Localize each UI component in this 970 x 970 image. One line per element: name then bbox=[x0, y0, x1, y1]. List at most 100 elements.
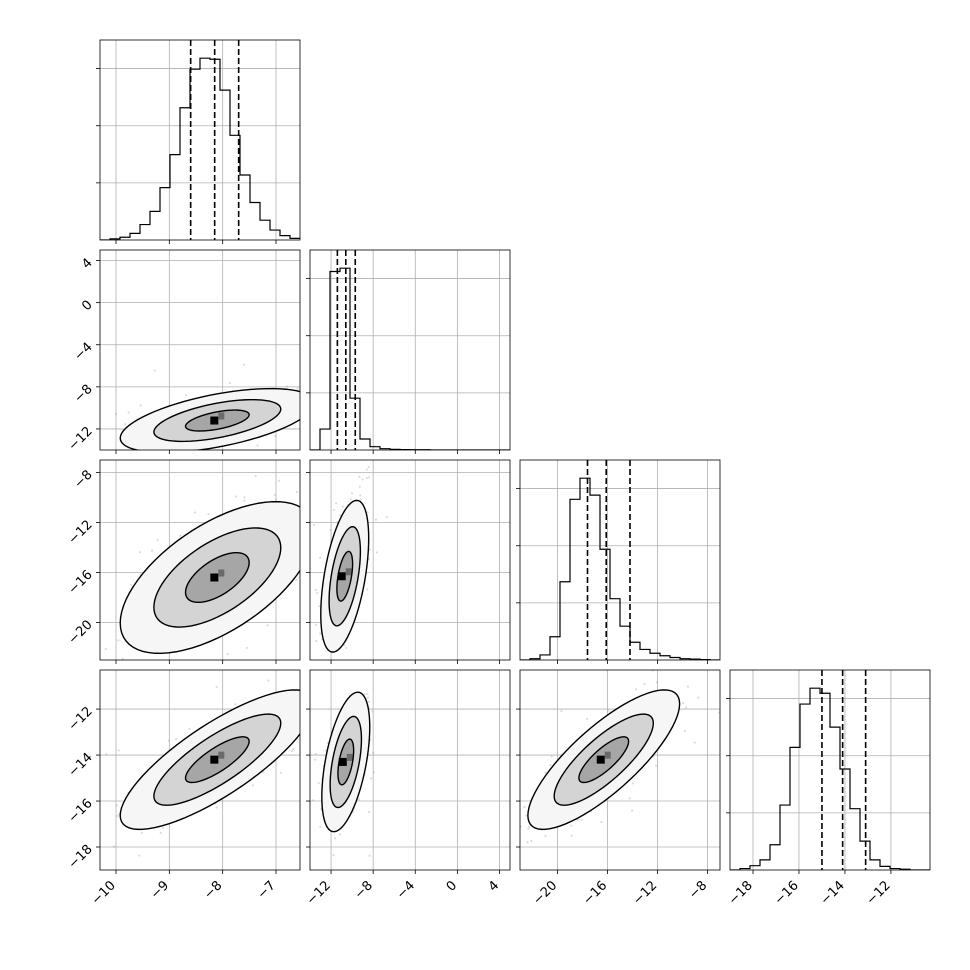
histogram-bar bbox=[850, 809, 860, 870]
contour-line bbox=[119, 500, 300, 655]
scatter-point bbox=[267, 679, 270, 682]
scatter-point bbox=[114, 412, 118, 415]
histogram-bar bbox=[650, 653, 660, 660]
histogram-bar bbox=[140, 225, 150, 240]
contour-line bbox=[184, 409, 250, 432]
scatter-point bbox=[303, 744, 305, 746]
scatter-point bbox=[312, 523, 315, 526]
scatter-point bbox=[144, 453, 146, 455]
histogram bbox=[730, 670, 930, 870]
x-tick-label: −16 bbox=[772, 878, 802, 908]
axes-frame bbox=[309, 669, 511, 871]
scatter-point bbox=[367, 465, 370, 469]
y-tick-label: −12 bbox=[66, 704, 96, 734]
scatter-point bbox=[385, 515, 388, 519]
scatter-point bbox=[234, 703, 237, 706]
scatter-point bbox=[359, 498, 362, 502]
histogram-bar bbox=[260, 220, 270, 240]
scatter-point bbox=[319, 632, 322, 635]
scatter-point bbox=[245, 646, 249, 650]
scatter-point bbox=[334, 837, 337, 840]
x-tick-label: 0 bbox=[444, 878, 460, 894]
axes-frame bbox=[99, 669, 301, 871]
histogram-bar bbox=[780, 805, 790, 870]
density-core bbox=[346, 753, 353, 761]
scatter-point bbox=[318, 378, 320, 380]
histogram-bar bbox=[790, 747, 800, 870]
y-tick-label: 0 bbox=[79, 298, 95, 314]
histogram bbox=[310, 250, 510, 450]
scatter-point bbox=[333, 508, 336, 512]
y-tick-label: −18 bbox=[66, 842, 96, 872]
scatter-point bbox=[55, 841, 57, 843]
scatter-point bbox=[352, 643, 354, 645]
scatter-point bbox=[368, 648, 370, 650]
scatter-point bbox=[274, 435, 277, 438]
y-tick-label: −20 bbox=[66, 618, 96, 648]
axes-frame bbox=[99, 39, 301, 241]
scatter-point bbox=[643, 682, 646, 685]
histogram-bar bbox=[640, 649, 650, 660]
scatter-point bbox=[228, 381, 232, 385]
scatter-point bbox=[332, 854, 335, 857]
axes-frame bbox=[729, 669, 931, 871]
histogram-bar bbox=[540, 655, 550, 660]
scatter-point bbox=[317, 513, 319, 515]
scatter-point bbox=[129, 583, 133, 586]
density-core bbox=[345, 568, 352, 576]
scatter-point bbox=[319, 539, 321, 541]
scatter-point bbox=[202, 461, 204, 463]
scatter-point bbox=[89, 695, 91, 697]
x-tick-label: −8 bbox=[201, 878, 225, 902]
scatter-point bbox=[301, 404, 303, 406]
scatter-point bbox=[314, 623, 318, 626]
scatter-point bbox=[314, 726, 316, 728]
axes-frame bbox=[99, 249, 301, 451]
scatter-point bbox=[358, 447, 360, 449]
scatter-point bbox=[652, 627, 654, 629]
scatter-point bbox=[153, 369, 156, 372]
scatter-point bbox=[375, 551, 379, 554]
scatter-point bbox=[17, 441, 19, 443]
scatter-point bbox=[343, 365, 345, 367]
histogram-panel: −18 −16 −14 −12 bbox=[726, 669, 931, 908]
axes-frame bbox=[309, 249, 511, 451]
density-panel: −20−16−12−8 bbox=[516, 627, 721, 908]
scatter-point bbox=[365, 476, 368, 480]
scatter-point bbox=[358, 798, 361, 801]
scatter-point bbox=[339, 833, 342, 836]
scatter-point bbox=[374, 518, 378, 521]
scatter-point bbox=[295, 578, 298, 581]
scatter-point bbox=[292, 747, 295, 751]
x-tick-label: −10 bbox=[89, 878, 119, 908]
scatter-point bbox=[366, 692, 369, 696]
histogram-bar bbox=[560, 582, 570, 660]
x-tick-label: −12 bbox=[864, 878, 894, 908]
scatter-point bbox=[302, 709, 304, 711]
scatter-point bbox=[322, 731, 324, 733]
y-tick-label: −16 bbox=[66, 796, 96, 826]
scatter-point bbox=[205, 468, 207, 470]
scatter-point bbox=[296, 387, 299, 390]
scatter-point bbox=[307, 726, 309, 728]
scatter-point bbox=[350, 492, 354, 495]
scatter-point bbox=[367, 557, 371, 561]
scatter-point bbox=[151, 549, 154, 552]
scatter-point bbox=[371, 710, 374, 713]
scatter-point bbox=[105, 752, 108, 756]
y-tick-label: −4 bbox=[71, 340, 95, 364]
contour-line bbox=[336, 550, 354, 602]
axes-frame bbox=[99, 459, 301, 661]
x-tick-label: −18 bbox=[726, 878, 756, 908]
scatter-point bbox=[319, 380, 321, 382]
scatter-point bbox=[333, 716, 335, 718]
scatter-point bbox=[116, 814, 119, 818]
scatter-point bbox=[357, 647, 359, 649]
scatter-point bbox=[127, 411, 130, 414]
scatter-point bbox=[335, 676, 337, 678]
scatter-point bbox=[215, 661, 217, 663]
scatter-point bbox=[368, 476, 371, 479]
scatter-point bbox=[314, 718, 316, 720]
scatter-point bbox=[138, 551, 142, 554]
histogram-panel bbox=[516, 459, 721, 664]
